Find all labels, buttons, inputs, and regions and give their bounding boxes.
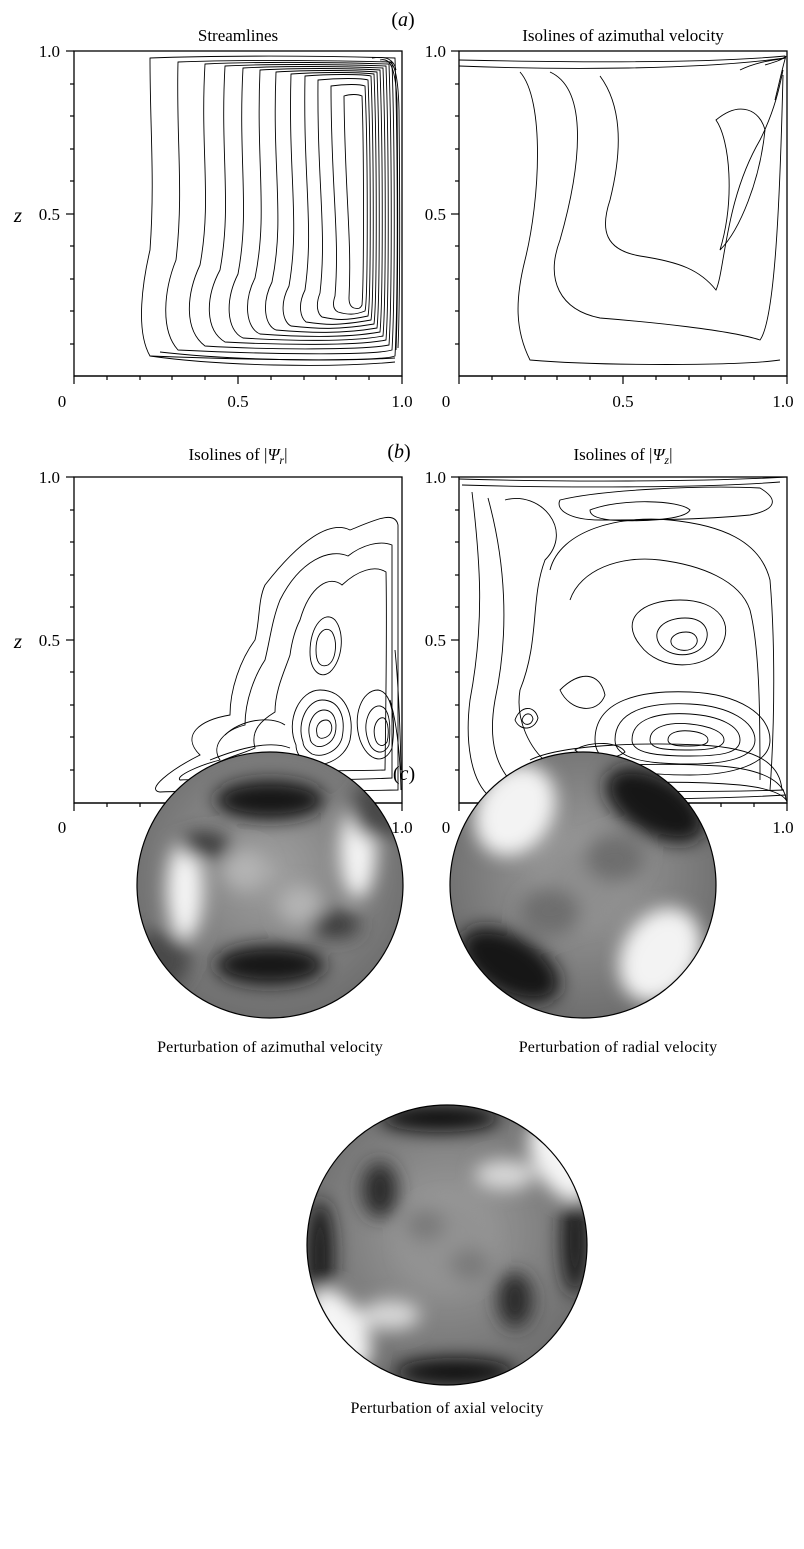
plot-streamlines: 0 0.5 1.0 1.0 0.5 z — [13, 42, 413, 411]
plot-azimuthal: 0 0.5 1.0 1.0 0.5 — [425, 42, 794, 411]
title-psi-z-sub: z — [663, 453, 669, 467]
azimuthal-contours — [458, 55, 787, 365]
title-psi-z-symbol: Ψ — [652, 445, 666, 464]
x-tick-1.0: 1.0 — [391, 392, 412, 411]
psi-r-contours — [155, 516, 402, 793]
panel-label-c: (c) — [393, 763, 415, 785]
x-tick-0: 0 — [442, 818, 451, 837]
disc-azimuthal-perturbation — [136, 751, 404, 1019]
x-axis-streamlines — [66, 50, 403, 384]
x-tick-0: 0 — [58, 392, 67, 411]
panel-label-a: (a) — [391, 9, 414, 31]
x-tick-0: 0 — [58, 818, 67, 837]
y-tick-1.0: 1.0 — [425, 468, 446, 487]
y-tick-0.5: 0.5 — [425, 205, 446, 224]
x-tick-1.0: 1.0 — [772, 818, 793, 837]
disc-radial-perturbation — [449, 751, 717, 1019]
y-tick-1.0: 1.0 — [39, 42, 60, 61]
y-axis-label: z — [13, 203, 22, 227]
title-psi-r-symbol: Ψ — [267, 445, 281, 464]
title-azimuthal: Isolines of azimuthal velocity — [522, 26, 724, 45]
title-psi-r-sub: r — [279, 453, 284, 467]
x-tick-0: 0 — [442, 392, 451, 411]
plot-frame — [458, 50, 788, 377]
y-tick-1.0: 1.0 — [425, 42, 446, 61]
disc-axial-perturbation — [306, 1104, 588, 1386]
caption-radial: Perturbation of radial velocity — [519, 1039, 718, 1056]
title-psi-z: Isolines of |Ψz| — [574, 445, 673, 467]
y-tick-0.5: 0.5 — [39, 205, 60, 224]
title-streamlines: Streamlines — [198, 26, 278, 45]
title-psi-z-suffix: | — [669, 445, 672, 464]
x-tick-0.5: 0.5 — [612, 392, 633, 411]
title-psi-r-suffix: | — [284, 445, 287, 464]
x-axis-azimuthal — [451, 50, 788, 384]
streamline-contours — [141, 55, 401, 366]
x-tick-1.0: 1.0 — [391, 818, 412, 837]
y-tick-1.0: 1.0 — [39, 468, 60, 487]
title-psi-r: Isolines of |Ψr| — [189, 445, 288, 467]
y-axis-label: z — [13, 629, 22, 653]
y-tick-0.5: 0.5 — [425, 631, 446, 650]
title-psi-r-prefix: Isolines of | — [189, 445, 268, 464]
psi-z-contours — [458, 476, 788, 803]
x-tick-1.0: 1.0 — [772, 392, 793, 411]
y-tick-0.5: 0.5 — [39, 631, 60, 650]
caption-axial: Perturbation of axial velocity — [350, 1400, 543, 1417]
x-tick-0.5: 0.5 — [227, 392, 248, 411]
panel-label-b: (b) — [387, 441, 410, 463]
title-psi-z-prefix: Isolines of | — [574, 445, 653, 464]
caption-azimuthal: Perturbation of azimuthal velocity — [157, 1039, 383, 1056]
